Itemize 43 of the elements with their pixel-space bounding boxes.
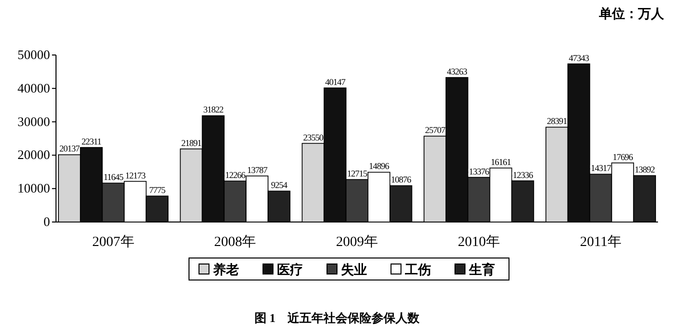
y-tick-label: 0: [44, 214, 50, 229]
data-label: 17696: [612, 152, 634, 162]
data-label: 13892: [634, 164, 655, 175]
x-tick-label: 2011年: [580, 234, 622, 250]
data-label: 14896: [368, 161, 390, 172]
x-tick-label: 2010年: [458, 234, 500, 250]
data-label: 14317: [590, 163, 612, 174]
x-tick-label: 2009年: [336, 234, 378, 250]
text: 单位：万人: [598, 6, 665, 21]
data-label: 12266: [225, 170, 246, 180]
data-label: 12173: [125, 170, 146, 180]
legend-label: 失业: [341, 262, 367, 277]
data-label: 12336: [512, 170, 534, 180]
x-tick-label: 2007年: [92, 234, 134, 250]
data-label: 47343: [568, 52, 590, 63]
y-tick-label: 40000: [18, 80, 50, 96]
data-label: 31822: [203, 104, 224, 115]
legend-label: 生育: [468, 262, 495, 277]
data-label: 12715: [347, 168, 368, 179]
data-label: 21891: [181, 138, 202, 148]
data-label: 20137: [59, 144, 80, 154]
y-tick-label: 10000: [18, 180, 50, 196]
y-tick-label: 20000: [18, 147, 50, 162]
data-label: 23550: [303, 132, 324, 142]
data-label: 9254: [271, 180, 288, 190]
x-tick-label: 2008年: [214, 234, 256, 250]
data-label: 16161: [490, 157, 511, 168]
y-tick-label: 30000: [18, 114, 50, 129]
data-label: 11645: [103, 172, 124, 182]
data-label: 25707: [424, 125, 446, 136]
data-label: 40147: [325, 76, 346, 87]
data-label: 10876: [390, 174, 412, 185]
data-label: 43263: [446, 66, 468, 76]
data-label: 7775: [149, 185, 166, 196]
data-label: 13787: [247, 164, 268, 175]
data-label: 22311: [82, 136, 102, 146]
legend-label: 医疗: [277, 262, 303, 277]
y-tick-label: 50000: [18, 47, 50, 62]
text: 图 1 近五年社会保险参保人数: [254, 311, 420, 325]
legend-label: 工伤: [404, 262, 431, 277]
data-label: 13376: [468, 166, 490, 176]
data-label: 28391: [546, 116, 567, 126]
legend-label: 养老: [212, 262, 239, 277]
